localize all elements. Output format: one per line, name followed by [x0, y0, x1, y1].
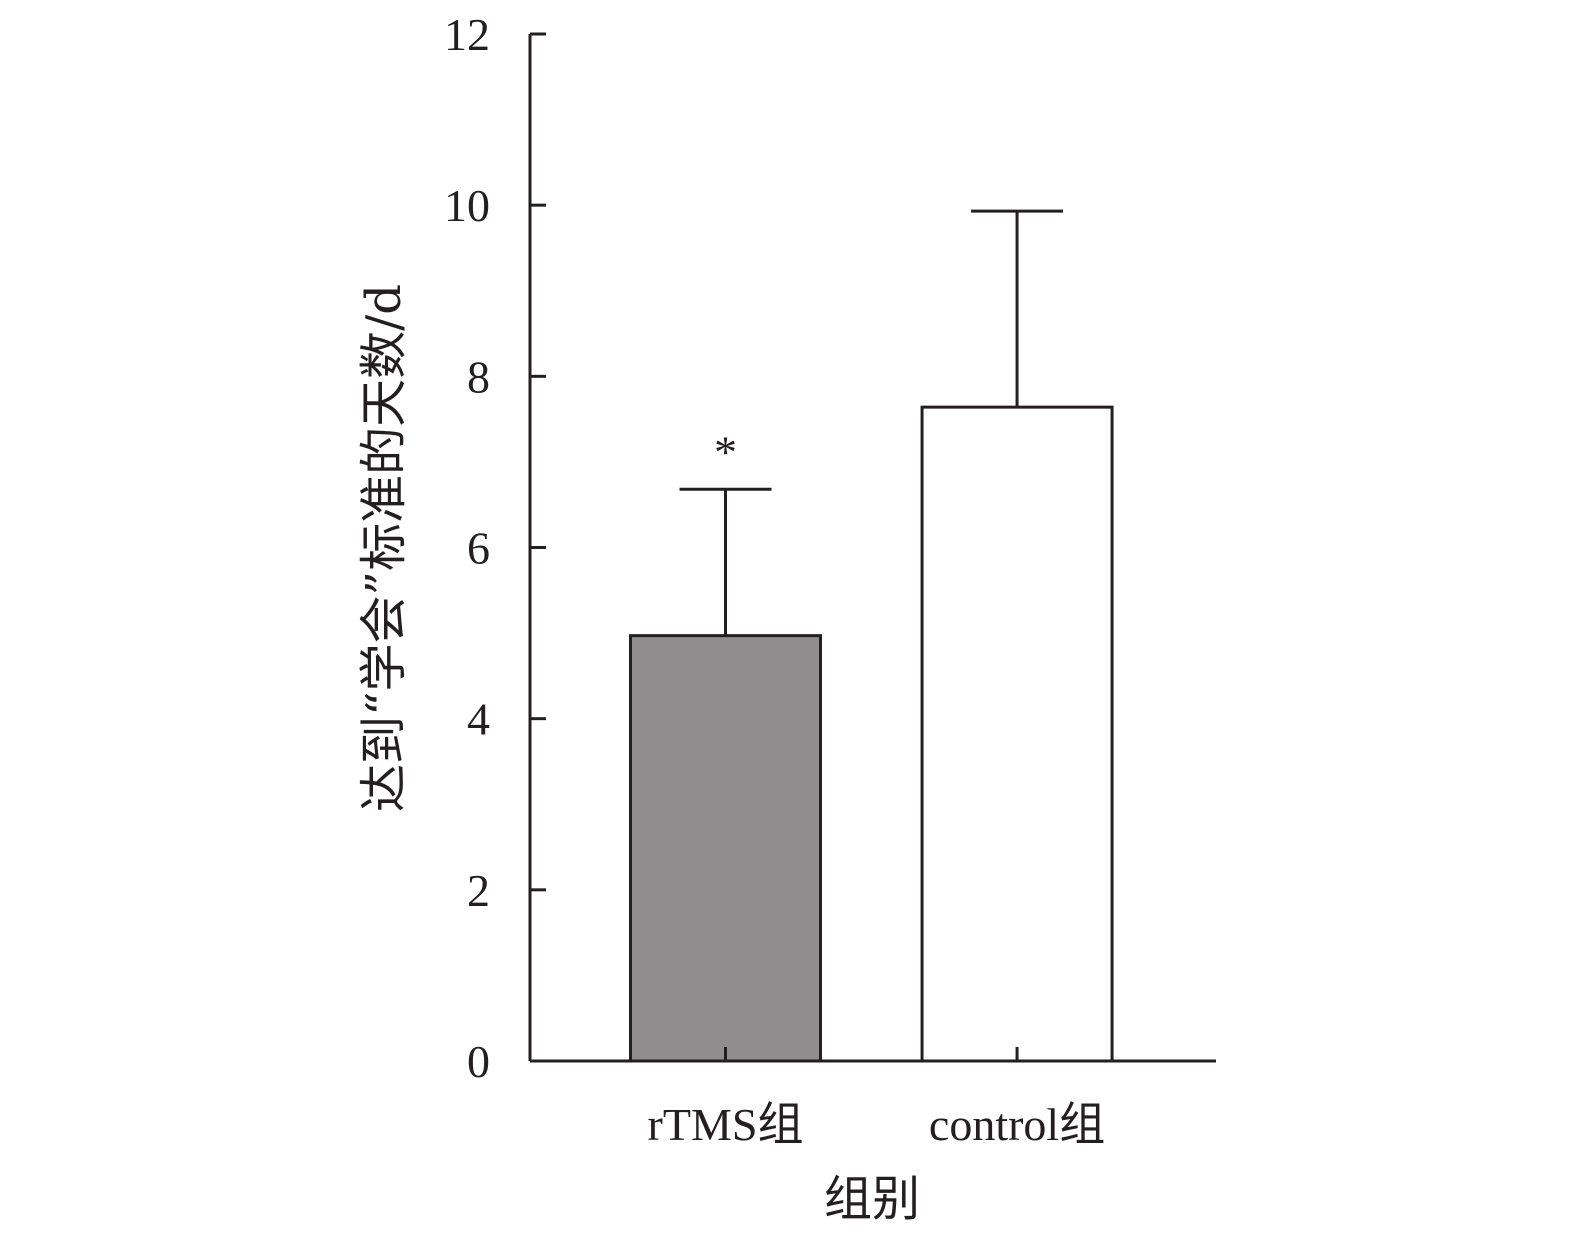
labels-layer: rTMS组 * control组: [648, 426, 1106, 1150]
y-tick-label: 4: [467, 694, 490, 745]
y-tick-label: 12: [444, 9, 490, 60]
y-tick-label: 8: [467, 351, 490, 402]
x-axis-title: 组别: [824, 1171, 920, 1227]
y-tick-label: 0: [467, 1036, 490, 1087]
x-tick-label: control组: [929, 1099, 1105, 1150]
bar-control: [920, 405, 1114, 1063]
y-tick-label: 10: [444, 180, 490, 231]
x-tick-label: rTMS组: [648, 1099, 804, 1150]
error-bars-layer: [679, 209, 1064, 636]
bars-layer: [629, 405, 1114, 1063]
y-axis-title: 达到“学会”标准的天数/d: [356, 284, 412, 812]
y-tick-label: 2: [467, 865, 490, 916]
y-tick-label: 6: [467, 523, 490, 574]
x-ticks-layer: [724, 1047, 1019, 1061]
significance-marker: *: [714, 426, 737, 477]
y-ticks-layer: 0 2 4 6 8 10 12: [444, 9, 546, 1087]
bar-rtms: [629, 634, 823, 1063]
